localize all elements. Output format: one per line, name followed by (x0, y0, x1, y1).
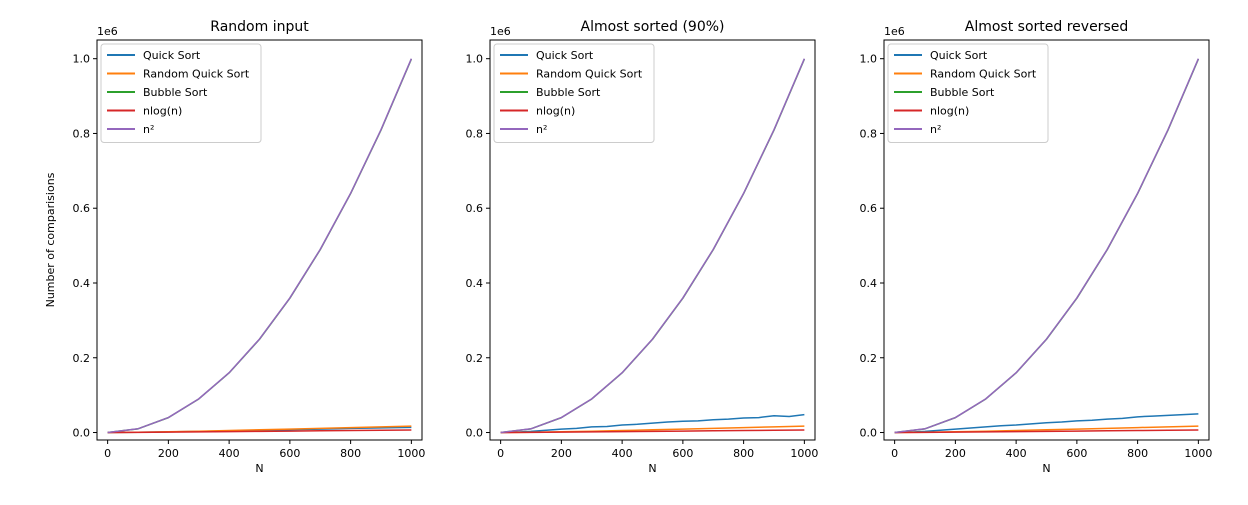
series-line-nlogn (107, 429, 412, 434)
legend-box (493, 43, 655, 143)
x-tick-label: 400 (219, 447, 240, 460)
legend-entry-label: n² (143, 123, 154, 136)
x-axis-label: N (1042, 462, 1050, 475)
legend-entry-label: nlog(n) (143, 105, 182, 118)
plot-frame (883, 39, 1210, 441)
legend-box (100, 43, 262, 143)
y-tick-label: 0.0 (73, 427, 91, 440)
legend-entry-label: Quick Sort (143, 49, 201, 62)
x-axis-label: N (648, 462, 656, 475)
axis-offset-text: 1e6 (490, 25, 511, 38)
y-tick-label: 0.4 (860, 277, 878, 290)
y-axis-label: Number of comparisions (44, 172, 57, 307)
legend-entry-label: Random Quick Sort (536, 68, 643, 81)
series-line-quick (894, 413, 1199, 434)
x-tick-label: 200 (945, 447, 966, 460)
series-line-quick (500, 413, 805, 434)
legend-entry-label: Bubble Sort (143, 86, 208, 99)
legend: Quick Sort Random Quick Sort Bubble Sort nl… (493, 43, 655, 143)
y-tick-label: 0.8 (860, 127, 878, 140)
series-line-n2 (894, 58, 1200, 434)
x-tick-label: 800 (340, 447, 361, 460)
y-tick-label: 0.6 (466, 202, 484, 215)
y-tick-label: 0.2 (466, 352, 484, 365)
chart-title: Almost sorted (90%) (581, 19, 725, 35)
x-tick-label: 1000 (1184, 447, 1212, 460)
x-tick-label: 400 (612, 447, 633, 460)
x-tick-label: 0 (891, 447, 898, 460)
legend-entry-label: Random Quick Sort (143, 68, 250, 81)
y-tick-label: 0.4 (466, 277, 484, 290)
series-line-nlogn (894, 429, 1199, 434)
y-tick-label: 0.6 (73, 202, 91, 215)
legend: Quick Sort Random Quick Sort Bubble Sort nl… (887, 43, 1049, 143)
chart-panel-1: 0 200 400 600 800 1000 0.0 0.2 0.4 0.6 0.8 1.0 1e6 Ra… (44, 19, 425, 475)
legend-entry-label: n² (536, 123, 547, 136)
axis-offset-text: 1e6 (884, 25, 905, 38)
y-tick-label: 0.8 (73, 127, 91, 140)
y-tick-label: 0.2 (860, 352, 878, 365)
y-tick-label: 1.0 (466, 53, 484, 66)
plot-frame (96, 39, 423, 441)
x-tick-label: 1000 (790, 447, 818, 460)
y-tick-label: 0.8 (466, 127, 484, 140)
chart-panel-2: 0 200 400 600 800 1000 0.0 0.2 0.4 0.6 0.8 1.0 1e6 Al… (466, 19, 819, 475)
plot-frame (489, 39, 816, 441)
y-tick-label: 0.0 (860, 427, 878, 440)
legend-entry-label: Quick Sort (536, 49, 594, 62)
x-tick-label: 800 (733, 447, 754, 460)
series-line-n2 (500, 58, 806, 434)
legend-entry-label: Bubble Sort (536, 86, 601, 99)
x-tick-label: 0 (497, 447, 504, 460)
y-tick-label: 0.0 (466, 427, 484, 440)
legend-entry-label: nlog(n) (930, 105, 969, 118)
chart-title: Almost sorted reversed (965, 19, 1128, 35)
x-axis-label: N (255, 462, 263, 475)
x-tick-label: 600 (672, 447, 693, 460)
x-tick-label: 1000 (397, 447, 425, 460)
chart-panel-3: 0 200 400 600 800 1000 0.0 0.2 0.4 0.6 0.8 1.0 1e6 Al… (860, 19, 1213, 475)
x-tick-label: 0 (104, 447, 111, 460)
x-tick-label: 400 (1006, 447, 1027, 460)
legend-box (887, 43, 1049, 143)
x-tick-label: 600 (279, 447, 300, 460)
axis-offset-text: 1e6 (97, 25, 118, 38)
x-tick-label: 800 (1127, 447, 1148, 460)
legend: Quick Sort Random Quick Sort Bubble Sort nl… (100, 43, 262, 143)
x-tick-label: 200 (551, 447, 572, 460)
y-tick-label: 0.4 (73, 277, 91, 290)
y-tick-label: 1.0 (73, 53, 91, 66)
series-line-n2 (107, 58, 413, 434)
chart-title: Random input (210, 19, 309, 35)
legend-entry-label: Bubble Sort (930, 86, 995, 99)
legend-entry-label: Random Quick Sort (930, 68, 1037, 81)
x-tick-label: 600 (1066, 447, 1087, 460)
y-tick-label: 1.0 (860, 53, 878, 66)
y-tick-label: 0.2 (73, 352, 91, 365)
legend-entry-label: Quick Sort (930, 49, 988, 62)
x-tick-label: 200 (158, 447, 179, 460)
y-tick-label: 0.6 (860, 202, 878, 215)
series-line-nlogn (500, 429, 805, 434)
legend-entry-label: nlog(n) (536, 105, 575, 118)
legend-entry-label: n² (930, 123, 941, 136)
